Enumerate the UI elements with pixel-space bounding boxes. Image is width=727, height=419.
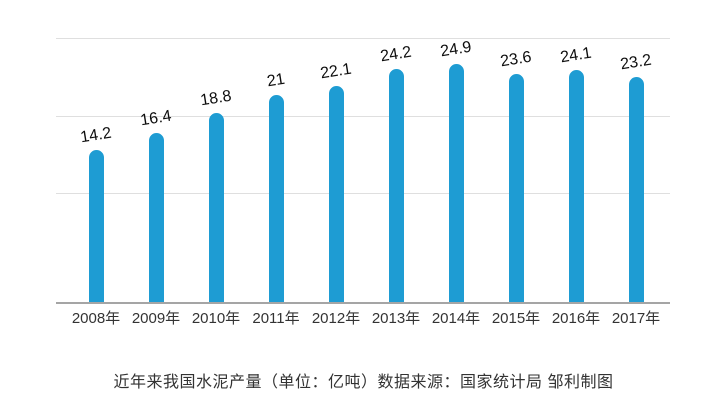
bar-2012年 (328, 86, 344, 302)
x-axis-tick-label: 2015年 (491, 310, 541, 327)
chart-caption: 近年来我国水泥产量（单位：亿吨）数据来源：国家统计局 邹利制图 (113, 374, 614, 391)
x-axis-tick-label: 2008年 (71, 310, 121, 327)
gridline-middle (56, 116, 670, 117)
bar-value-label: 16.4 (139, 107, 173, 129)
x-axis-tick-label: 2013年 (371, 310, 421, 327)
bar-2008年 (88, 150, 104, 302)
x-axis-labels: 2008年 2009年 2010年 2011年 2012年 2013年 2014年 2015年… (0, 307, 727, 327)
bar-value-label: 18.8 (199, 87, 233, 110)
gridline-lower (56, 193, 670, 194)
x-axis-tick-label: 2012年 (311, 310, 361, 327)
bar-2016年 (568, 70, 584, 302)
bar-value-label: 21 (265, 71, 287, 91)
x-axis-tick-label: 2011年 (252, 310, 300, 327)
bar-2014年 (448, 63, 464, 302)
bar-value-label: 24.9 (439, 38, 473, 61)
x-axis-tick-label: 2014年 (431, 310, 481, 327)
plot-area: 14.2 16.4 18.8 21 22.1 24.2 24.9 23.6 24.1 23.2 (56, 38, 670, 304)
bar-2009年 (148, 132, 164, 302)
x-axis-tick-label: 2016年 (551, 310, 601, 327)
bar-value-label: 24.2 (379, 44, 413, 66)
bar-value-label: 24.1 (559, 44, 593, 67)
x-axis-tick-label: 2017年 (611, 310, 661, 327)
gridline-top (56, 38, 670, 39)
bar-value-label: 22.1 (319, 61, 353, 83)
bar-value-label: 23.2 (619, 52, 653, 74)
bar-2010年 (208, 113, 224, 302)
bar-value-label: 14.2 (79, 125, 113, 147)
x-axis-tick-label: 2009年 (131, 310, 181, 327)
bar-2015年 (508, 74, 524, 302)
bar-2017年 (628, 77, 644, 302)
bar-2011年 (268, 95, 284, 302)
x-axis-tick-label: 2010年 (191, 310, 241, 327)
bar-2013年 (388, 69, 404, 302)
bar-value-label: 23.6 (499, 48, 533, 71)
